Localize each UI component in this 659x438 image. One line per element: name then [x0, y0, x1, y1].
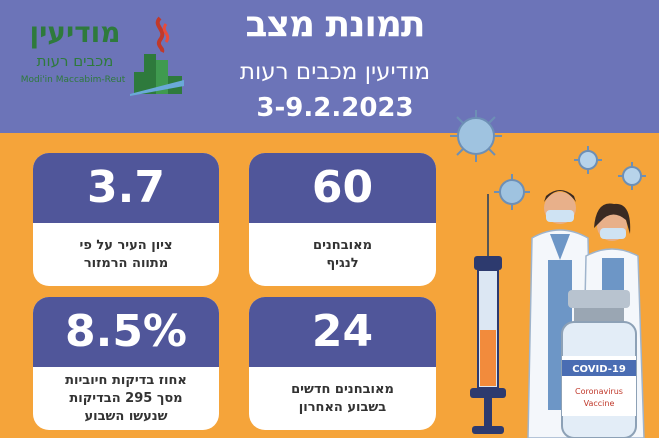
virus-icon [574, 146, 602, 174]
card-value: 3.7 [33, 153, 219, 223]
card-label-line: מאובחנים חדשים [291, 381, 394, 397]
logo-english-name: Modi'in Maccabim-Reut [20, 75, 126, 85]
vaccine-vial-icon: COVID-19 Coronavirus Vaccine [561, 290, 637, 438]
card-label-line: לנגיף [326, 255, 359, 271]
logo-emblem-icon [130, 16, 184, 96]
page-title: תמונת מצב [245, 4, 426, 45]
card-label: מאובחנים חדשים בשבוע האחרון [257, 371, 428, 426]
card-label: ציון העיר על פי מתווה הרמזור [41, 227, 211, 282]
card-label-line: בשבוע האחרון [298, 399, 387, 415]
header-banner: מודיעין מכבים רעות Modi'in Maccabim-Reut… [0, 0, 659, 133]
card-positive-rate: 8.5% אחוז בדיקות חיוביות מסך 295 הבדיקות… [33, 297, 219, 430]
card-label-line: מתווה הרמזור [83, 255, 169, 271]
card-value: 24 [249, 297, 436, 367]
card-value: 60 [249, 153, 436, 223]
logo-subtitle: מכבים רעות [36, 52, 114, 70]
virus-icon [494, 174, 530, 210]
vial-text: Coronavirus [575, 387, 623, 396]
card-label-line: אחוז בדיקות חיוביות [65, 372, 187, 388]
city-logo: מודיעין מכבים רעות Modi'in Maccabim-Reut [6, 16, 186, 101]
vial-label: COVID-19 [572, 364, 626, 375]
logo-name: מודיעין [29, 16, 121, 49]
card-label-line: ציון העיר על פי [79, 237, 173, 253]
vial-text: Vaccine [584, 399, 615, 408]
card-label: מאובחנים לנגיף [257, 227, 428, 282]
card-city-score: 3.7 ציון העיר על פי מתווה הרמזור [33, 153, 219, 286]
card-label: אחוז בדיקות חיוביות מסך 295 הבדיקות שנעש… [41, 371, 211, 426]
virus-icon [450, 110, 502, 162]
virus-icon [618, 162, 646, 190]
card-new-diagnosed: 24 מאובחנים חדשים בשבוע האחרון [249, 297, 436, 430]
card-value: 8.5% [33, 297, 219, 367]
city-name: מודיעין מכבים רעות [239, 59, 431, 85]
card-label-line: מסך 295 הבדיקות [69, 390, 183, 406]
medical-illustration: COVID-19 Coronavirus Vaccine [450, 110, 646, 438]
card-label-line: שנעשו השבוע [84, 408, 168, 424]
syringe-icon [470, 194, 506, 434]
card-label-line: מאובחנים [313, 237, 372, 253]
date-range: 3-9.2.2023 [256, 93, 414, 123]
card-diagnosed: 60 מאובחנים לנגיף [249, 153, 436, 286]
